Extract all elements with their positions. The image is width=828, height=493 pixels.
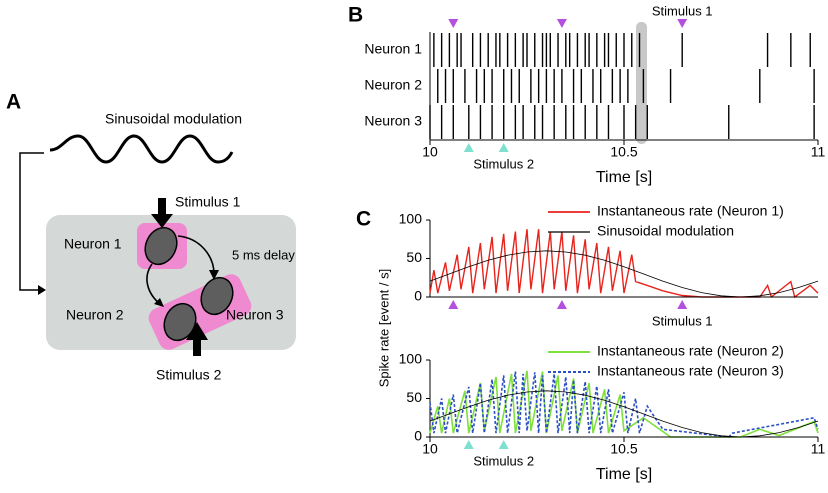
delay-label: 5 ms delay	[232, 247, 295, 262]
neuron-label: Neuron 2	[66, 307, 124, 323]
y-tick-label: 0	[414, 428, 422, 444]
stimulus-label: Stimulus 1	[175, 194, 241, 210]
stimulus-marker	[448, 19, 459, 28]
stimulus-marker	[556, 19, 567, 28]
legend-label: Sinusoidal modulation	[597, 223, 734, 239]
row-label: Neuron 2	[364, 77, 422, 93]
row-label: Neuron 1	[364, 41, 422, 57]
y-tick-label: 50	[406, 249, 422, 265]
arrow-head	[154, 298, 164, 307]
y-tick-label: 100	[399, 211, 423, 227]
rate-line	[429, 250, 819, 298]
neuron	[144, 226, 178, 266]
stimulus-marker	[677, 300, 688, 309]
y-tick-label: 50	[406, 389, 422, 405]
rate-line	[429, 371, 819, 438]
panel-label: A	[6, 91, 21, 114]
arrow-head	[209, 270, 219, 280]
x-tick-label: 11	[811, 441, 826, 457]
stimulus-label: Stimulus 1	[652, 3, 713, 18]
legend-label: Instantaneous rate (Neuron 3)	[597, 363, 784, 379]
y-tick-label: 0	[414, 288, 422, 304]
stimulus-marker	[677, 19, 688, 28]
x-tick-label: 10	[422, 441, 438, 457]
stimulus-marker	[556, 300, 567, 309]
stimulus-label: Stimulus 2	[473, 156, 534, 171]
panel-label: C	[356, 208, 371, 231]
neuron-label: Neuron 1	[64, 236, 122, 252]
stimulus-label: Stimulus 2	[473, 453, 534, 468]
connection	[177, 235, 215, 275]
row-label: Neuron 3	[364, 113, 422, 129]
stimulus-marker	[498, 143, 509, 152]
bracket	[19, 152, 44, 291]
x-axis-label: Time [s]	[596, 466, 652, 483]
neuron	[200, 276, 234, 316]
stimulus-label: Stimulus 2	[156, 367, 222, 383]
stimulus-marker	[498, 440, 509, 449]
rate-line	[429, 390, 819, 438]
stimulus-marker	[448, 300, 459, 309]
stimulus-marker	[463, 440, 474, 449]
x-tick-label: 10.5	[610, 441, 637, 457]
panel-label: B	[348, 4, 363, 27]
neuron-label: Neuron 3	[226, 307, 284, 323]
stimulus-marker	[463, 143, 474, 152]
stimulus-label: Stimulus 1	[652, 313, 713, 328]
x-tick-label: 10.5	[610, 144, 637, 160]
x-axis-label: Time [s]	[596, 169, 652, 186]
arrow-head	[38, 285, 46, 295]
rate-line	[429, 370, 819, 438]
sine-wave	[49, 134, 234, 164]
legend-label: Instantaneous rate (Neuron 2)	[597, 343, 784, 359]
highlight	[636, 22, 647, 144]
stimulus-arrow	[151, 198, 173, 228]
y-tick-label: 100	[399, 351, 423, 367]
rate-line	[429, 229, 819, 299]
y-axis-label: Spike rate [event / s]	[376, 269, 391, 388]
modulation-label: Sinusoidal modulation	[105, 111, 242, 127]
x-tick-label: 11	[811, 144, 826, 160]
x-tick-label: 10	[422, 144, 438, 160]
legend-label: Instantaneous rate (Neuron 1)	[597, 203, 784, 219]
stimulus-arrow	[186, 322, 208, 356]
